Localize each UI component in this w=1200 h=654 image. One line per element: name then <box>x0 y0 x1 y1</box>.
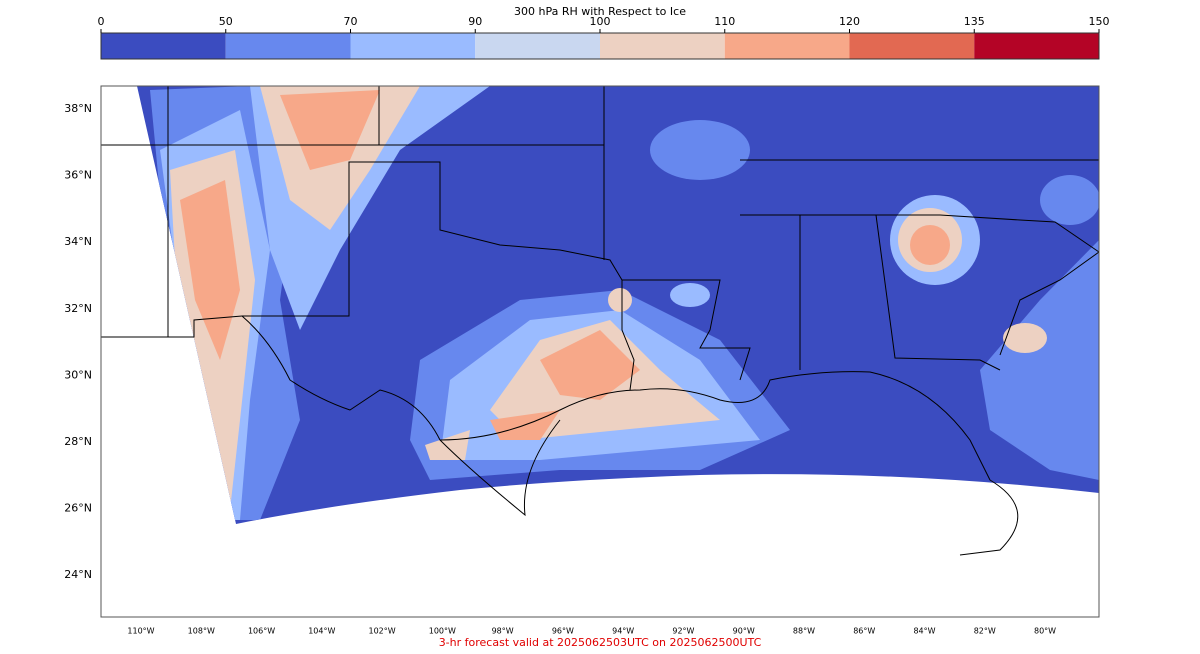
colorbar-tick-label: 135 <box>964 15 985 28</box>
lon-label: 88°W <box>793 627 815 636</box>
footer: 3-hr forecast valid at 2025062503UTC on … <box>439 636 762 649</box>
lon-label: 92°W <box>672 627 694 636</box>
colorbar-segment <box>600 33 725 59</box>
lon-label: 94°W <box>612 627 634 636</box>
lat-label: 30°N <box>64 368 92 381</box>
lat-label: 38°N <box>64 102 92 115</box>
map-axes: 38°N 36°N 34°N 32°N 30°N 28°N 26°N 24°N 110°W 108… <box>64 102 1056 636</box>
lon-label: 98°W <box>492 627 514 636</box>
lon-label: 106°W <box>248 627 275 636</box>
colorbar-segment <box>225 33 351 59</box>
lon-label: 102°W <box>368 627 395 636</box>
colorbar-segment <box>101 33 226 59</box>
lon-label: 80°W <box>1034 627 1056 636</box>
colorbar-segment <box>974 33 1099 59</box>
lat-label: 32°N <box>64 302 92 315</box>
lon-label: 100°W <box>429 627 456 636</box>
map-frame <box>100 85 1100 618</box>
colorbar-tick-label: 100 <box>590 15 611 28</box>
colorbar-tick-label: 110 <box>714 15 735 28</box>
lat-label: 36°N <box>64 169 92 182</box>
colorbar-tick-label: 0 <box>98 15 105 28</box>
colorbar-tick-label: 90 <box>468 15 482 28</box>
lon-label: 82°W <box>974 627 996 636</box>
lat-label: 24°N <box>64 568 92 581</box>
lon-label: 108°W <box>188 627 215 636</box>
lon-label: 86°W <box>853 627 875 636</box>
colorbar-segment <box>724 33 850 59</box>
rh-field <box>137 86 1099 524</box>
lon-label: 96°W <box>552 627 574 636</box>
lat-label: 28°N <box>64 435 92 448</box>
colorbar-tick-label: 120 <box>839 15 860 28</box>
colorbar-tick-label: 70 <box>344 15 358 28</box>
colorbar-segment <box>350 33 476 59</box>
colorbar-tick-label: 150 <box>1089 15 1110 28</box>
lon-label: 104°W <box>308 627 335 636</box>
lat-label: 34°N <box>64 235 92 248</box>
colorbar: 0 50 70 90 100 110 120 135 150 <box>98 15 1110 60</box>
colorbar-tick-label: 50 <box>219 15 233 28</box>
lon-label: 90°W <box>733 627 755 636</box>
boundaries <box>101 86 1100 556</box>
colorbar-segment <box>849 33 975 59</box>
colorbar-segment <box>475 33 600 59</box>
colorbar-title: 300 hPa RH with Respect to Ice <box>514 5 686 18</box>
lon-label: 84°W <box>913 627 935 636</box>
lon-label: 110°W <box>127 627 154 636</box>
lat-label: 26°N <box>64 502 92 515</box>
